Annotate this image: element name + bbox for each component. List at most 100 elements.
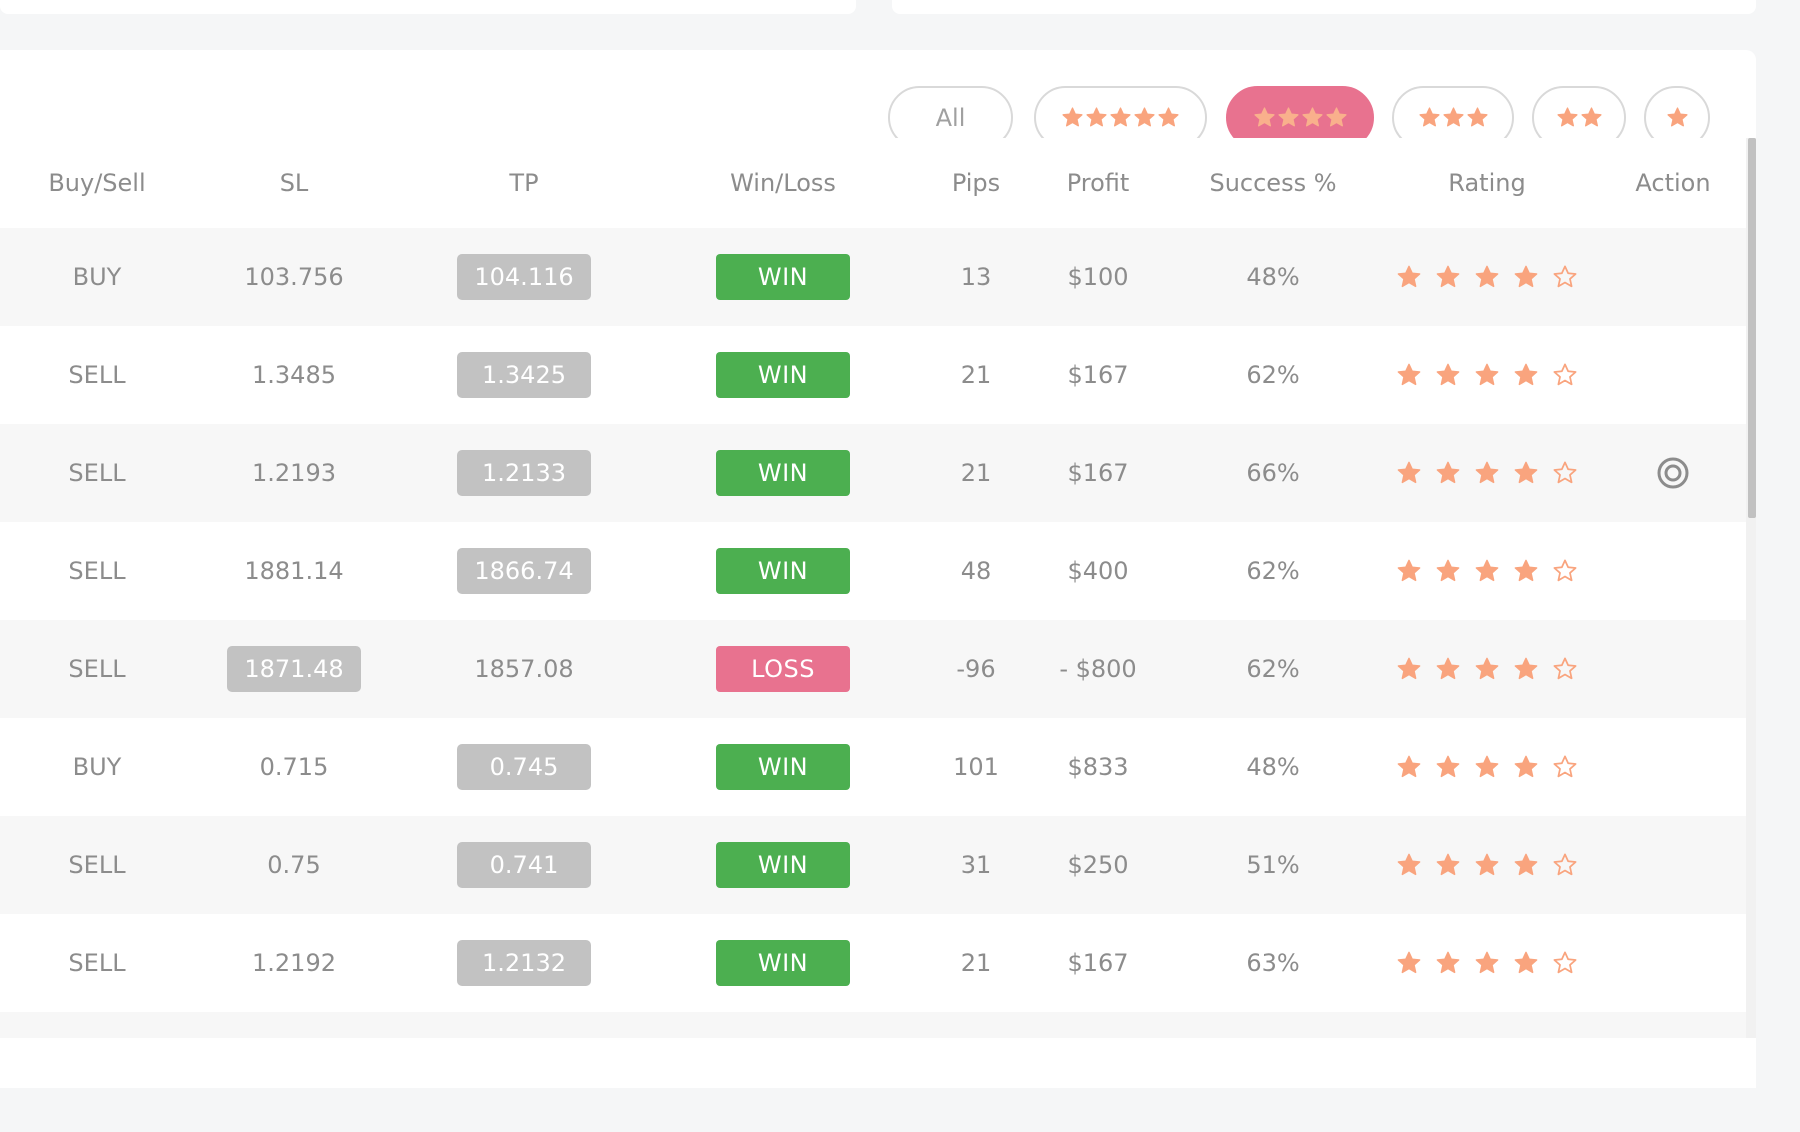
- star-filled-icon: [1436, 657, 1460, 680]
- star-rating: [1396, 852, 1578, 878]
- header-rating[interactable]: Rating: [1448, 169, 1526, 197]
- success-value: 63%: [1246, 949, 1300, 977]
- pips-cell: 13: [926, 228, 1026, 326]
- side-value: SELL: [68, 361, 126, 389]
- profit-cell: $167: [1038, 914, 1158, 1012]
- success-cell: 63%: [1183, 914, 1363, 1012]
- pips-cell: 21: [926, 914, 1026, 1012]
- profit-value: $167: [1067, 459, 1129, 487]
- profit-cell: $833: [1038, 718, 1158, 816]
- success-cell: 51%: [1183, 816, 1363, 914]
- pips-cell: -96: [926, 620, 1026, 718]
- sl-value: 1.3485: [252, 361, 336, 389]
- action-cell: [1613, 326, 1733, 424]
- table-scrollbar-thumb[interactable]: [1748, 138, 1756, 518]
- star-filled-icon: [1397, 265, 1421, 288]
- profit-cell: $100: [1038, 228, 1158, 326]
- star-filled-icon: [1397, 951, 1421, 974]
- tp-cell: 1.3425: [424, 326, 624, 424]
- header-win-loss[interactable]: Win/Loss: [730, 169, 836, 197]
- filter-stars: [1418, 106, 1489, 129]
- pips-cell: 21: [926, 424, 1026, 522]
- success-cell: 62%: [1183, 620, 1363, 718]
- header-action: Action: [1635, 169, 1711, 197]
- header-profit[interactable]: Profit: [1066, 169, 1130, 197]
- star-rating: [1396, 950, 1578, 976]
- star-outline-icon: [1553, 559, 1577, 582]
- result-cell: WIN: [683, 228, 883, 326]
- star-filled-icon: [1436, 559, 1460, 582]
- table-row: [0, 1012, 1746, 1038]
- profit-value: $167: [1067, 361, 1129, 389]
- pips-value: -96: [956, 655, 996, 683]
- star-filled-icon: [1514, 363, 1538, 386]
- star-filled-icon: [1475, 461, 1499, 484]
- action-cell: [1613, 228, 1733, 326]
- star-filled-icon: [1086, 107, 1107, 127]
- side-value: BUY: [72, 263, 122, 291]
- profit-cell: - $800: [1038, 620, 1158, 718]
- star-outline-icon: [1553, 657, 1577, 680]
- star-filled-icon: [1514, 657, 1538, 680]
- pips-cell: 48: [926, 522, 1026, 620]
- result-cell: [683, 1012, 883, 1038]
- target-icon[interactable]: [1656, 456, 1690, 490]
- profit-value: $167: [1067, 949, 1129, 977]
- side-cell: SELL: [0, 522, 194, 620]
- profit-cell: [1038, 1012, 1158, 1038]
- star-filled-icon: [1277, 107, 1299, 127]
- profit-cell: $400: [1038, 522, 1158, 620]
- win-badge: WIN: [716, 254, 850, 300]
- star-filled-icon: [1397, 559, 1421, 582]
- tp-cell: 0.745: [424, 718, 624, 816]
- win-badge: WIN: [716, 450, 850, 496]
- star-rating: [1396, 558, 1578, 584]
- pips-cell: 21: [926, 326, 1026, 424]
- star-filled-icon: [1301, 107, 1323, 127]
- success-value: 66%: [1246, 459, 1300, 487]
- success-value: 62%: [1246, 655, 1300, 683]
- sl-value: 0.715: [259, 753, 329, 781]
- action-cell: [1613, 424, 1733, 522]
- profit-cell: $250: [1038, 816, 1158, 914]
- success-cell: 62%: [1183, 326, 1363, 424]
- star-filled-icon: [1514, 853, 1538, 876]
- star-outline-icon: [1553, 461, 1577, 484]
- result-cell: WIN: [683, 718, 883, 816]
- rating-cell: [1397, 816, 1577, 914]
- header-success[interactable]: Success %: [1209, 169, 1337, 197]
- header-sl[interactable]: SL: [279, 169, 309, 197]
- rating-cell: [1397, 718, 1577, 816]
- pips-value: 13: [960, 263, 992, 291]
- star-outline-icon: [1553, 853, 1577, 876]
- table-scrollbar-track[interactable]: [1746, 138, 1756, 1038]
- action-cell: [1613, 718, 1733, 816]
- side-cell: SELL: [0, 424, 194, 522]
- success-cell: [1183, 1012, 1363, 1038]
- action-cell: [1613, 620, 1733, 718]
- star-filled-icon: [1397, 363, 1421, 386]
- tp-hit-badge: 1.2133: [457, 450, 591, 496]
- success-cell: 48%: [1183, 718, 1363, 816]
- table-row: SELL 0.75 0.741 WIN 31 $250 51%: [0, 816, 1746, 914]
- star-rating: [1396, 656, 1578, 682]
- side-value: SELL: [68, 557, 126, 585]
- star-rating: [1396, 362, 1578, 388]
- header-pips[interactable]: Pips: [951, 169, 1001, 197]
- header-tp[interactable]: TP: [509, 169, 539, 197]
- side-cell: SELL: [0, 816, 194, 914]
- profit-cell: $167: [1038, 326, 1158, 424]
- rating-cell: [1397, 620, 1577, 718]
- header-buy-sell[interactable]: Buy/Sell: [48, 169, 146, 197]
- tp-cell: 1.2133: [424, 424, 624, 522]
- star-filled-icon: [1514, 755, 1538, 778]
- success-value: 48%: [1246, 753, 1300, 781]
- sl-cell: 1871.48: [194, 620, 394, 718]
- side-value: SELL: [68, 459, 126, 487]
- star-filled-icon: [1475, 559, 1499, 582]
- side-cell: BUY: [0, 718, 194, 816]
- star-filled-icon: [1466, 107, 1488, 127]
- star-filled-icon: [1514, 559, 1538, 582]
- tp-value: 1857.08: [474, 655, 574, 683]
- result-cell: WIN: [683, 424, 883, 522]
